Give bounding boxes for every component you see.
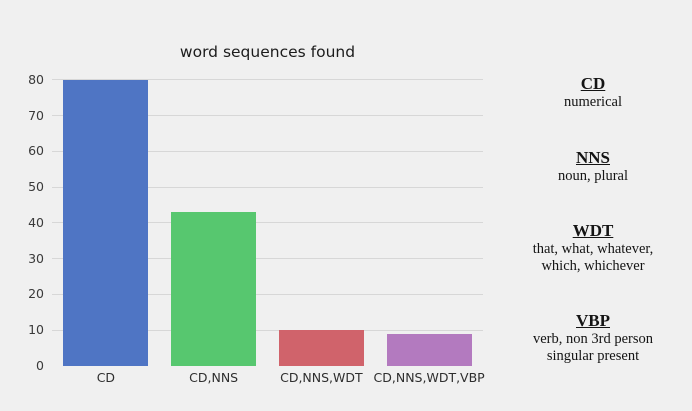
gridline-y-80 (52, 79, 483, 81)
definition-text: numerical (564, 94, 622, 110)
y-tick-label-70: 70 (28, 107, 44, 123)
bar-cd-nns-wdt (278, 330, 364, 366)
definition-text: noun, plural (557, 168, 629, 184)
plot-area: 0 10 20 30 40 50 60 70 80 CD CD,NNS CD,NNS,WDT CD,NN… (28, 62, 485, 385)
y-tick-label-40: 40 (28, 214, 44, 230)
definition-term: WDT (572, 221, 614, 240)
bar-cd (63, 79, 149, 366)
y-tick-label-30: 30 (28, 250, 44, 266)
gridline-y-10 (52, 329, 483, 331)
y-tick-label-80: 80 (28, 71, 44, 87)
gridline-y-30 (52, 258, 483, 260)
y-tick-label-10: 10 (28, 322, 44, 338)
definition-term: NNS (575, 148, 610, 167)
definition-cd: CD numerical (500, 73, 686, 111)
chart-title: word sequences found (179, 43, 356, 61)
definition-wdt: WDT that, what, whatever, which, whichev… (500, 220, 686, 274)
gridline-y-70 (52, 115, 483, 117)
definition-term: CD (580, 74, 606, 93)
definition-text: singular present (546, 347, 640, 364)
y-tick-label-60: 60 (28, 143, 44, 159)
definition-text: verb, non 3rd person (532, 331, 653, 347)
gridline-y-20 (52, 293, 483, 295)
definition-term: VBP (576, 311, 610, 330)
pos-definitions-panel: CD numerical NNS noun, plural WDT that, … (500, 0, 686, 411)
gridline-y-40 (52, 222, 483, 224)
x-tick-label-cd-nns-wdt: CD,NNS,WDT (280, 370, 363, 385)
gridline-y-60 (52, 150, 483, 152)
definition-vbp: VBP verb, non 3rd person singular presen… (500, 310, 686, 364)
bar-cd-nns-wdt-vbp (386, 333, 472, 366)
x-tick-label-cd-nns: CD,NNS (189, 370, 239, 385)
y-tick-label-0: 0 (36, 358, 44, 373)
definition-text: which, whichever (541, 257, 645, 274)
definition-text: that, what, whatever, (532, 241, 654, 257)
bar-cd-nns (171, 212, 257, 366)
y-tick-label-50: 50 (28, 179, 44, 195)
x-tick-label-cd-nns-wdt-vbp: CD,NNS,WDT,VBP (373, 370, 485, 385)
gridline-y-50 (52, 186, 483, 188)
x-tick-label-cd: CD (96, 370, 116, 385)
y-tick-label-20: 20 (28, 286, 44, 302)
definition-nns: NNS noun, plural (500, 147, 686, 185)
